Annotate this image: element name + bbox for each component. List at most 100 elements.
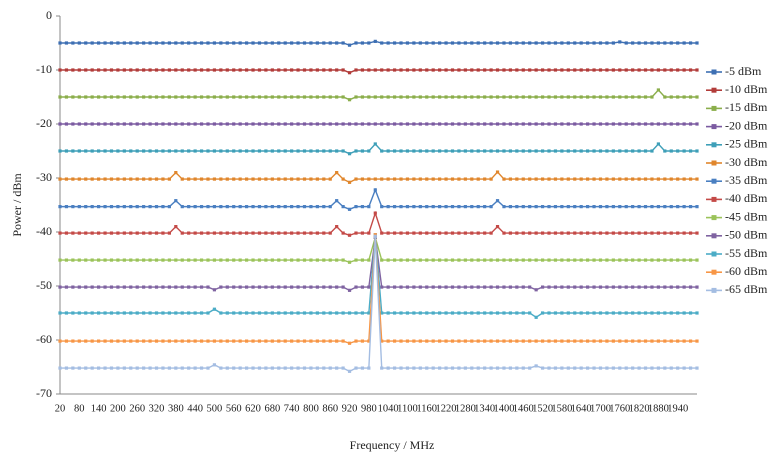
point bbox=[58, 366, 62, 370]
point bbox=[470, 95, 474, 99]
point bbox=[502, 177, 506, 181]
point bbox=[225, 366, 229, 370]
point bbox=[425, 285, 429, 289]
point bbox=[180, 258, 184, 262]
legend-label: -60 dBm bbox=[725, 264, 768, 278]
point bbox=[58, 122, 62, 126]
point bbox=[142, 122, 146, 126]
point bbox=[476, 366, 480, 370]
point bbox=[360, 149, 365, 153]
point bbox=[418, 68, 422, 72]
point bbox=[154, 205, 159, 209]
point bbox=[367, 311, 371, 315]
point bbox=[508, 122, 513, 126]
legend-label: -20 dBm bbox=[725, 118, 768, 132]
point bbox=[251, 231, 255, 235]
x-tick-label: 1340 bbox=[474, 403, 495, 414]
point bbox=[425, 122, 429, 126]
point bbox=[212, 68, 217, 72]
point bbox=[457, 339, 461, 343]
point bbox=[637, 149, 641, 153]
point bbox=[560, 68, 564, 72]
point bbox=[116, 149, 120, 153]
point bbox=[167, 68, 171, 72]
legend-marker bbox=[711, 178, 717, 184]
point bbox=[399, 149, 403, 153]
point bbox=[328, 311, 332, 315]
point bbox=[618, 311, 622, 315]
point bbox=[676, 311, 680, 315]
point bbox=[399, 68, 403, 72]
point bbox=[341, 68, 345, 72]
point bbox=[206, 285, 210, 289]
point bbox=[695, 285, 699, 289]
point bbox=[90, 258, 94, 262]
point bbox=[296, 311, 300, 315]
point bbox=[84, 122, 88, 126]
point bbox=[566, 177, 570, 181]
point bbox=[637, 177, 641, 181]
point bbox=[656, 68, 660, 72]
point bbox=[322, 231, 326, 235]
point bbox=[161, 122, 165, 126]
point bbox=[251, 258, 255, 262]
point bbox=[528, 149, 532, 153]
point bbox=[283, 68, 287, 72]
point bbox=[77, 95, 81, 99]
point bbox=[302, 366, 307, 370]
point bbox=[631, 177, 635, 181]
point bbox=[611, 231, 615, 235]
point bbox=[129, 366, 133, 370]
point bbox=[219, 205, 223, 209]
point bbox=[656, 311, 660, 315]
point bbox=[315, 311, 319, 315]
point bbox=[109, 95, 114, 99]
point bbox=[431, 122, 435, 126]
point bbox=[270, 339, 274, 343]
point bbox=[618, 231, 622, 235]
point bbox=[97, 366, 101, 370]
point bbox=[199, 149, 204, 153]
point bbox=[457, 177, 461, 181]
point bbox=[650, 366, 654, 370]
point bbox=[84, 41, 88, 45]
point bbox=[540, 311, 545, 315]
point bbox=[84, 205, 88, 209]
point bbox=[58, 285, 62, 289]
point bbox=[463, 41, 467, 45]
point bbox=[180, 122, 184, 126]
point bbox=[109, 41, 114, 45]
point bbox=[142, 339, 146, 343]
point bbox=[270, 366, 274, 370]
point bbox=[438, 258, 442, 262]
point bbox=[560, 285, 564, 289]
point bbox=[322, 311, 326, 315]
point bbox=[405, 231, 410, 235]
point bbox=[695, 95, 699, 99]
point bbox=[84, 177, 88, 181]
y-tick-label: -20 bbox=[36, 116, 52, 130]
point bbox=[328, 231, 332, 235]
point bbox=[631, 149, 635, 153]
point bbox=[586, 285, 590, 289]
point bbox=[109, 231, 114, 235]
point bbox=[315, 205, 319, 209]
point bbox=[270, 122, 274, 126]
point bbox=[354, 177, 358, 181]
point bbox=[148, 95, 152, 99]
point bbox=[650, 177, 654, 181]
point bbox=[251, 177, 255, 181]
point bbox=[528, 285, 532, 289]
point bbox=[135, 205, 139, 209]
legend-label: -5 dBm bbox=[725, 64, 762, 78]
point bbox=[643, 177, 648, 181]
point bbox=[64, 339, 69, 343]
point bbox=[586, 177, 590, 181]
legend-marker bbox=[711, 251, 717, 257]
point bbox=[573, 149, 577, 153]
point bbox=[122, 311, 126, 315]
point bbox=[624, 149, 628, 153]
point bbox=[251, 285, 255, 289]
point bbox=[116, 285, 120, 289]
